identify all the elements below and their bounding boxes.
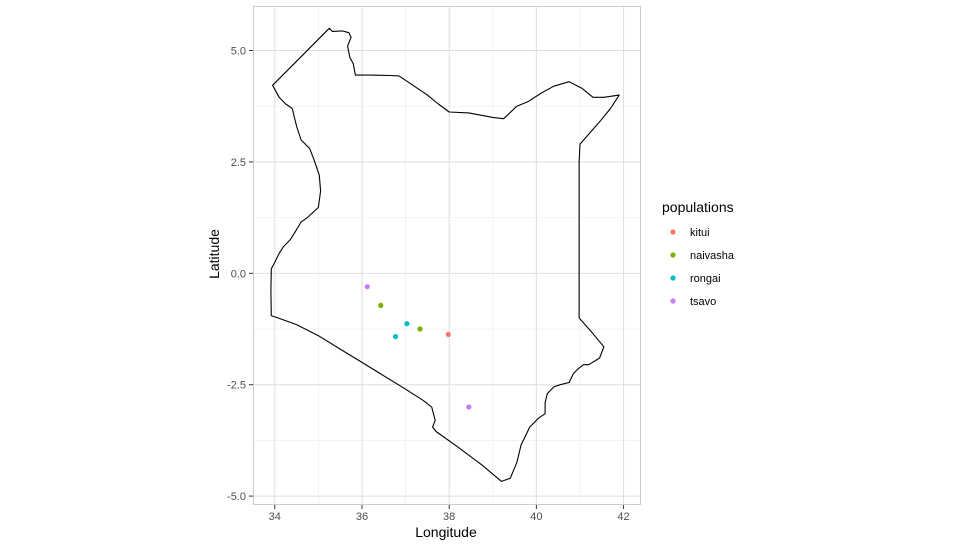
legend-items: kitui naivasha rongai tsavo [670,227,735,308]
plot-panel-border [253,6,641,505]
legend-key-tsavo [670,298,676,304]
x-tick-label: 34 [269,511,281,523]
data-points [364,284,472,410]
legend-key-rongai [670,275,676,281]
data-point-naivasha [417,326,423,332]
y-axis: -5.0 -2.5 0.0 2.5 5.0 [227,46,253,503]
y-tick-label: 0.0 [231,268,246,280]
x-tick-label: 38 [443,511,455,523]
minor-gridlines [253,6,641,505]
legend-title: populations [662,199,734,215]
legend-label-naivasha: naivasha [690,250,735,262]
legend-key-kitui [670,229,676,235]
y-tick-label: 2.5 [231,157,246,169]
data-point-tsavo [364,284,370,290]
data-point-kitui [445,331,451,337]
y-tick-label: -5.0 [227,491,246,503]
x-axis: 34 36 38 40 42 [269,505,630,523]
data-point-rongai [404,321,410,327]
data-point-rongai [392,333,399,340]
x-tick-label: 36 [356,511,368,523]
x-tick-label: 42 [617,511,629,523]
legend-label-rongai: rongai [690,273,721,285]
kenya-border-outline [270,27,620,482]
plot-panel-background [253,6,641,505]
data-point-tsavo [466,404,472,410]
y-tick-label: -2.5 [227,380,246,392]
legend-label-kitui: kitui [690,227,710,239]
plot-panel [253,6,641,505]
data-point-naivasha [378,302,384,308]
x-tick-label: 40 [530,511,542,523]
y-tick-label: 5.0 [231,46,246,58]
legend: populations kitui naivasha rongai tsavo [662,199,735,308]
y-axis-title: Latitude [206,229,222,279]
legend-key-naivasha [670,252,676,258]
legend-label-tsavo: tsavo [690,296,716,308]
x-axis-title: Longitude [415,524,477,540]
